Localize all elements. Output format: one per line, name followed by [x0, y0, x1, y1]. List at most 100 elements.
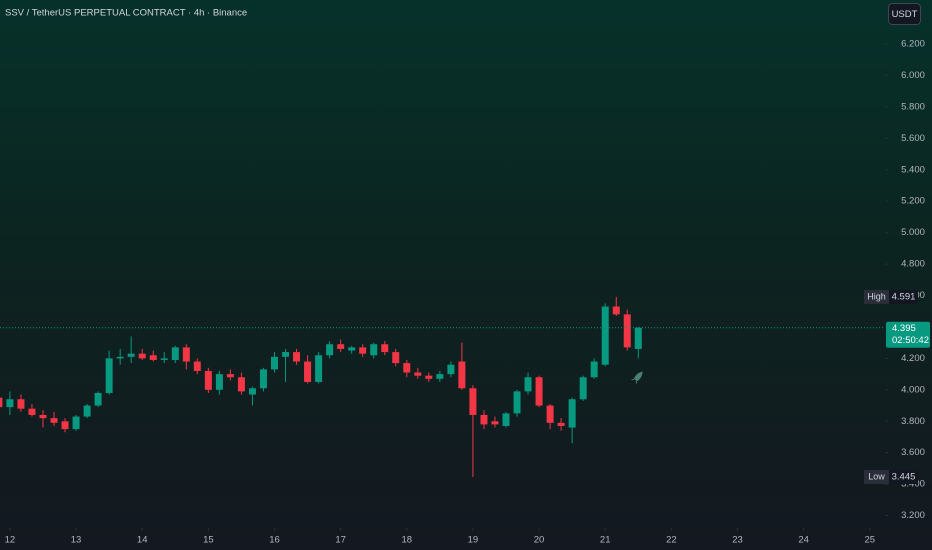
candle-body — [83, 405, 91, 417]
y-tick-label: 5.400 — [901, 164, 925, 175]
y-tick-label: 4.800 — [901, 259, 925, 270]
candle-body — [293, 352, 301, 362]
candle-body — [524, 377, 532, 392]
candle-body — [105, 358, 113, 393]
candle-body — [623, 314, 631, 348]
x-tick-label: 20 — [534, 535, 545, 546]
candle-body — [392, 352, 400, 364]
x-tick-label: 18 — [401, 535, 412, 546]
y-tick-label: 6.000 — [901, 70, 925, 81]
candle-body — [502, 413, 510, 426]
candle-body — [304, 361, 312, 382]
candle-body — [259, 369, 267, 389]
candle-body — [568, 399, 576, 428]
plot-area — [0, 43, 888, 531]
candle-body — [436, 374, 444, 379]
candle-body — [370, 344, 378, 356]
candle-body — [326, 344, 334, 356]
candle-body — [204, 370, 212, 390]
candle-body — [237, 377, 245, 392]
low-value-box — [889, 470, 918, 485]
candle-body — [315, 355, 323, 382]
high-value: 4.591 — [892, 291, 916, 302]
candle-body — [546, 405, 554, 423]
candle-body — [171, 347, 179, 360]
candle-body — [61, 421, 69, 430]
candle-body — [127, 353, 135, 357]
candle-body — [149, 355, 157, 360]
x-tick-label: 14 — [137, 535, 148, 546]
x-tick-label: 12 — [5, 535, 16, 546]
last-price-label: 4.395 — [892, 323, 916, 334]
chart-title: SSV / TetherUS PERPETUAL CONTRACT · 4h ·… — [5, 8, 247, 19]
candle-body — [193, 361, 201, 371]
y-tick-label: 3.200 — [901, 510, 925, 521]
candle-body — [480, 414, 488, 425]
x-tick-label: 16 — [269, 535, 280, 546]
candle-body — [348, 347, 356, 351]
candle-body — [403, 363, 411, 373]
candle-body — [28, 408, 36, 415]
y-tick-label: 5.600 — [901, 133, 925, 144]
candle-body — [337, 344, 345, 349]
high-value-box — [889, 289, 918, 304]
low-value: 3.445 — [892, 472, 916, 483]
high-label: High — [867, 291, 886, 301]
x-tick-label: 23 — [732, 535, 743, 546]
candle-body — [138, 353, 146, 359]
candle-body — [634, 327, 642, 349]
candle-body — [0, 397, 3, 408]
last-price-box — [886, 321, 930, 348]
x-tick-label: 24 — [798, 535, 809, 546]
candle-body — [612, 306, 620, 315]
x-tick-label: 15 — [203, 535, 214, 546]
candle-body — [94, 392, 102, 406]
x-tick-label: 22 — [666, 535, 677, 546]
candle-body — [17, 399, 25, 409]
candle-body — [6, 399, 14, 408]
candle-body — [39, 414, 47, 419]
y-tick-label: 3.400 — [901, 479, 925, 490]
y-tick-label: 4.000 — [901, 384, 925, 395]
candle-body — [491, 421, 499, 425]
x-tick-label: 19 — [468, 535, 479, 546]
candle-body — [579, 377, 587, 400]
candle-body — [359, 347, 367, 354]
candle-body — [282, 352, 290, 357]
rocket-icon — [630, 371, 643, 385]
y-tick-label: 5.000 — [901, 227, 925, 238]
candle-body — [270, 356, 278, 370]
y-tick-label: 5.800 — [901, 101, 925, 112]
high-label-box — [864, 289, 889, 304]
candle-body — [116, 356, 124, 359]
currency-button[interactable] — [888, 3, 921, 25]
candle-body — [226, 374, 234, 378]
candle-body — [160, 358, 168, 360]
candle-body — [590, 361, 598, 378]
y-tick-label: 5.200 — [901, 196, 925, 207]
candle-body — [469, 388, 477, 415]
y-tick-label: 3.600 — [901, 447, 925, 458]
x-tick-label: 13 — [71, 535, 82, 546]
y-tick-label: 4.200 — [901, 353, 925, 364]
candle-body — [248, 388, 256, 395]
candle-body — [535, 377, 543, 406]
y-tick-label: 6.200 — [901, 39, 925, 50]
candle-body — [447, 364, 455, 375]
x-tick-label: 21 — [600, 535, 611, 546]
x-tick-label: 25 — [864, 535, 875, 546]
low-label-box — [864, 470, 889, 485]
low-label: Low — [868, 471, 885, 481]
candle-body — [182, 347, 190, 362]
currency-button-label[interactable]: USDT — [892, 9, 918, 20]
y-tick-label: 3.800 — [901, 416, 925, 427]
candle-body — [601, 306, 609, 365]
candle-body — [557, 422, 565, 426]
candle-body — [425, 375, 433, 379]
candle-body — [414, 372, 422, 376]
candle-body — [72, 416, 80, 430]
x-tick-label: 17 — [335, 535, 346, 546]
